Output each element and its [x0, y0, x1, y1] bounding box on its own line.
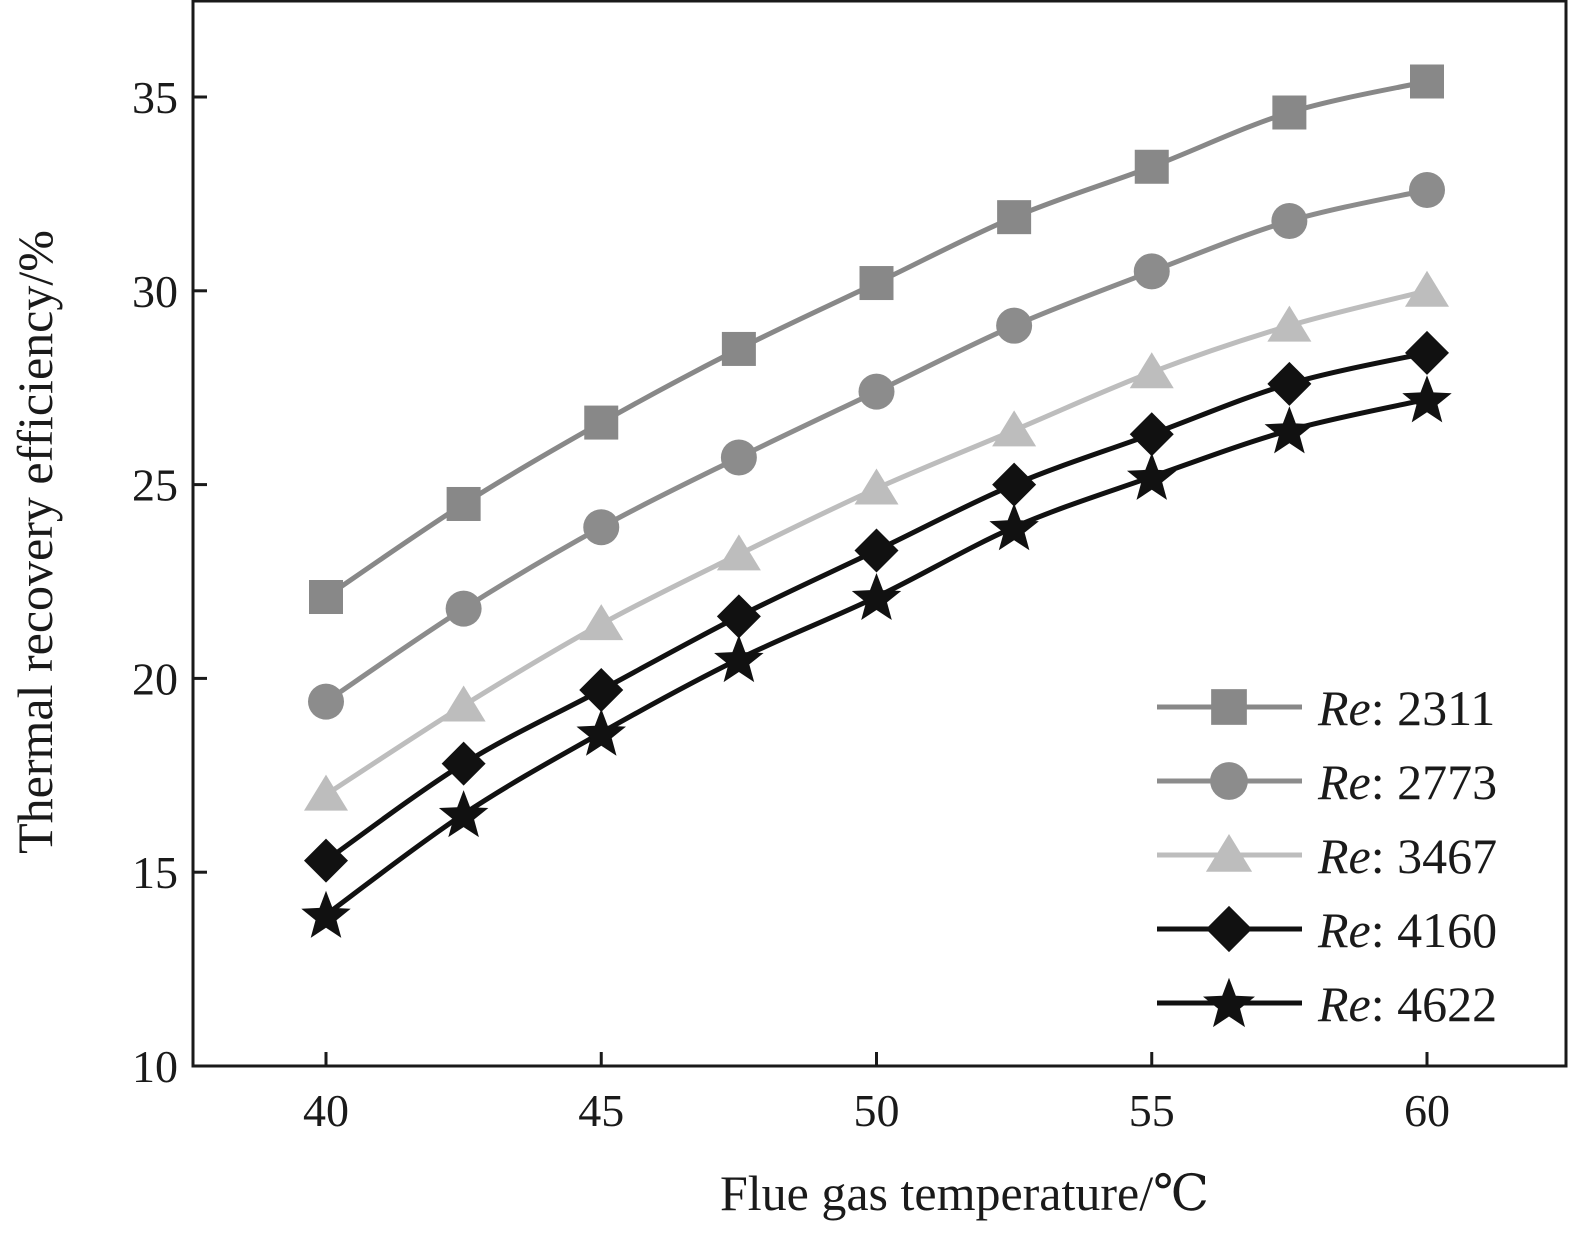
data-point-diamond: [992, 462, 1037, 507]
legend-re: Re: [1317, 828, 1371, 884]
y-axis-title: Thermal recovery efficiency/%: [7, 230, 63, 854]
series-4622: [301, 375, 1452, 938]
data-point-square: [859, 266, 894, 301]
data-point-triangle: [1405, 270, 1449, 307]
data-point-diamond: [1267, 361, 1312, 406]
data-point-square: [721, 331, 756, 366]
y-tick-label: 25: [132, 460, 178, 511]
x-axis-title: Flue gas temperature/℃: [720, 1165, 1209, 1221]
data-point-triangle: [579, 604, 624, 641]
data-point-star: [1402, 375, 1452, 423]
data-point-diamond: [441, 741, 486, 786]
data-point-square: [1410, 64, 1444, 99]
legend-label: Re: 3467: [1317, 828, 1497, 884]
data-point-diamond: [716, 594, 761, 639]
plot-frame: [191, 0, 1568, 1068]
data-point-circle: [996, 307, 1033, 344]
axis-ticks: 40 45 50 55 60 10 15 20 25 30 35: [132, 72, 1450, 1136]
x-tick-label: 50: [854, 1085, 900, 1136]
data-point-square: [1272, 95, 1307, 130]
data-point-square: [446, 486, 481, 521]
y-tick-label: 20: [132, 653, 178, 704]
legend-re: Re: [1317, 902, 1371, 958]
legend-re: Re: [1317, 976, 1371, 1032]
data-point-star: [1127, 452, 1177, 500]
legend-entry: Re: 2773: [1157, 754, 1497, 810]
data-point-star: [1264, 406, 1315, 454]
legend-marker-square: [1211, 689, 1247, 725]
legend-label: Re: 2311: [1317, 680, 1495, 736]
y-tick-label: 15: [132, 847, 178, 898]
x-tick-label: 40: [303, 1085, 349, 1136]
legend-entry: Re: 4160: [1157, 902, 1497, 958]
legend-marker-triangle: [1205, 834, 1253, 872]
legend-marker-circle: [1210, 762, 1248, 800]
legend-re: Re: [1317, 754, 1371, 810]
legend-value: : 3467: [1371, 828, 1497, 884]
data-point-star: [714, 635, 764, 683]
legend-label: Re: 4622: [1317, 976, 1497, 1032]
legend-re: Re: [1317, 680, 1371, 736]
data-point-triangle: [441, 685, 486, 722]
legend-marker-star: [1203, 977, 1255, 1028]
series-2773: [308, 172, 1445, 720]
plot-area-border: [191, 0, 1568, 1068]
series-group: [301, 64, 1452, 938]
data-point-diamond: [854, 528, 899, 573]
data-point-circle: [1133, 253, 1170, 290]
data-point-diamond: [579, 668, 624, 713]
legend-entry: Re: 4622: [1157, 976, 1497, 1032]
legend-value: : 2311: [1371, 680, 1496, 736]
data-point-square: [309, 580, 343, 615]
data-point-circle: [1271, 203, 1308, 240]
data-point-triangle: [1267, 305, 1312, 342]
y-tick-label: 10: [132, 1041, 178, 1092]
data-point-star: [576, 708, 626, 756]
x-tick-label: 55: [1129, 1085, 1175, 1136]
data-point-triangle: [304, 774, 348, 811]
data-point-star: [989, 503, 1039, 551]
legend-entry: Re: 2311: [1157, 680, 1495, 736]
data-point-circle: [858, 373, 895, 410]
y-tick-label: 30: [132, 266, 178, 317]
data-point-square: [997, 200, 1032, 235]
data-point-circle: [720, 439, 757, 476]
series-2311: [309, 64, 1444, 615]
data-point-square: [1134, 149, 1169, 184]
data-point-square: [584, 405, 619, 440]
data-point-star: [438, 790, 489, 838]
data-point-circle: [445, 590, 482, 627]
data-point-triangle: [716, 534, 761, 571]
legend-value: : 4160: [1371, 902, 1497, 958]
data-point-circle: [308, 683, 344, 720]
data-point-triangle: [992, 410, 1037, 447]
data-point-circle: [583, 509, 620, 546]
legend-label: Re: 4160: [1317, 902, 1497, 958]
legend-value: : 2773: [1371, 754, 1497, 810]
data-point-star: [851, 573, 902, 620]
data-point-triangle: [854, 468, 899, 505]
y-tick-label: 35: [132, 72, 178, 123]
legend-label: Re: 2773: [1317, 754, 1497, 810]
series-line: [324, 79, 1428, 600]
data-point-star: [301, 890, 351, 938]
x-tick-label: 45: [578, 1085, 624, 1136]
data-point-diamond: [1405, 330, 1449, 375]
data-point-triangle: [1129, 352, 1174, 389]
series-4160: [304, 330, 1449, 883]
legend-entry: Re: 3467: [1157, 828, 1497, 884]
series-3467: [304, 270, 1449, 811]
data-point-diamond: [304, 838, 348, 883]
data-point-circle: [1409, 172, 1445, 209]
x-tick-label: 60: [1404, 1085, 1450, 1136]
legend-marker-diamond: [1205, 905, 1253, 953]
legend-value: : 4622: [1371, 976, 1497, 1032]
data-point-diamond: [1129, 412, 1174, 457]
